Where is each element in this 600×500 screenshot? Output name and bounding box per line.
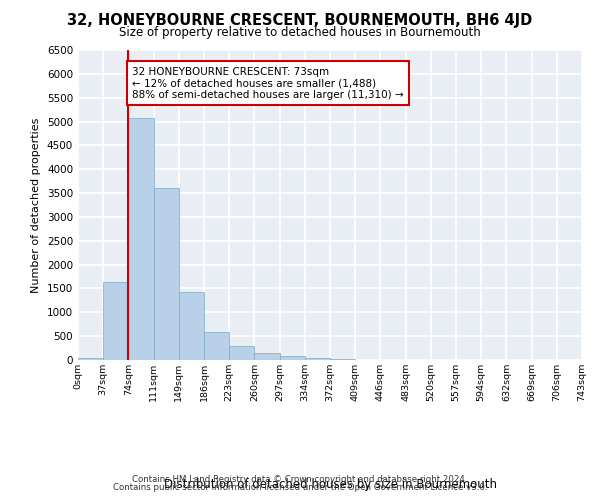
Bar (204, 332, 229, 360)
Bar (103, 282, 128, 360)
Text: Size of property relative to detached houses in Bournemouth: Size of property relative to detached ho… (119, 26, 481, 39)
Text: 32, HONEYBOURNE CRESCENT, BOURNEMOUTH, BH6 4JD: 32, HONEYBOURNE CRESCENT, BOURNEMOUTH, B… (67, 12, 533, 28)
Bar (254, 353, 280, 360)
Bar (229, 346, 254, 360)
Bar (179, 292, 204, 360)
Text: Contains public sector information licensed under the Open Government Licence v3: Contains public sector information licen… (113, 483, 487, 492)
Bar (280, 356, 305, 360)
Text: 32 HONEYBOURNE CRESCENT: 73sqm
← 12% of detached houses are smaller (1,488)
88% : 32 HONEYBOURNE CRESCENT: 73sqm ← 12% of … (132, 66, 404, 100)
Bar (154, 188, 179, 360)
Y-axis label: Number of detached properties: Number of detached properties (31, 118, 41, 292)
Bar (78, 358, 103, 360)
Bar (128, 118, 154, 360)
X-axis label: Distribution of detached houses by size in Bournemouth: Distribution of detached houses by size … (163, 478, 497, 490)
Bar (305, 358, 330, 360)
Text: Contains HM Land Registry data © Crown copyright and database right 2024.: Contains HM Land Registry data © Crown c… (132, 475, 468, 484)
Bar (330, 358, 355, 360)
